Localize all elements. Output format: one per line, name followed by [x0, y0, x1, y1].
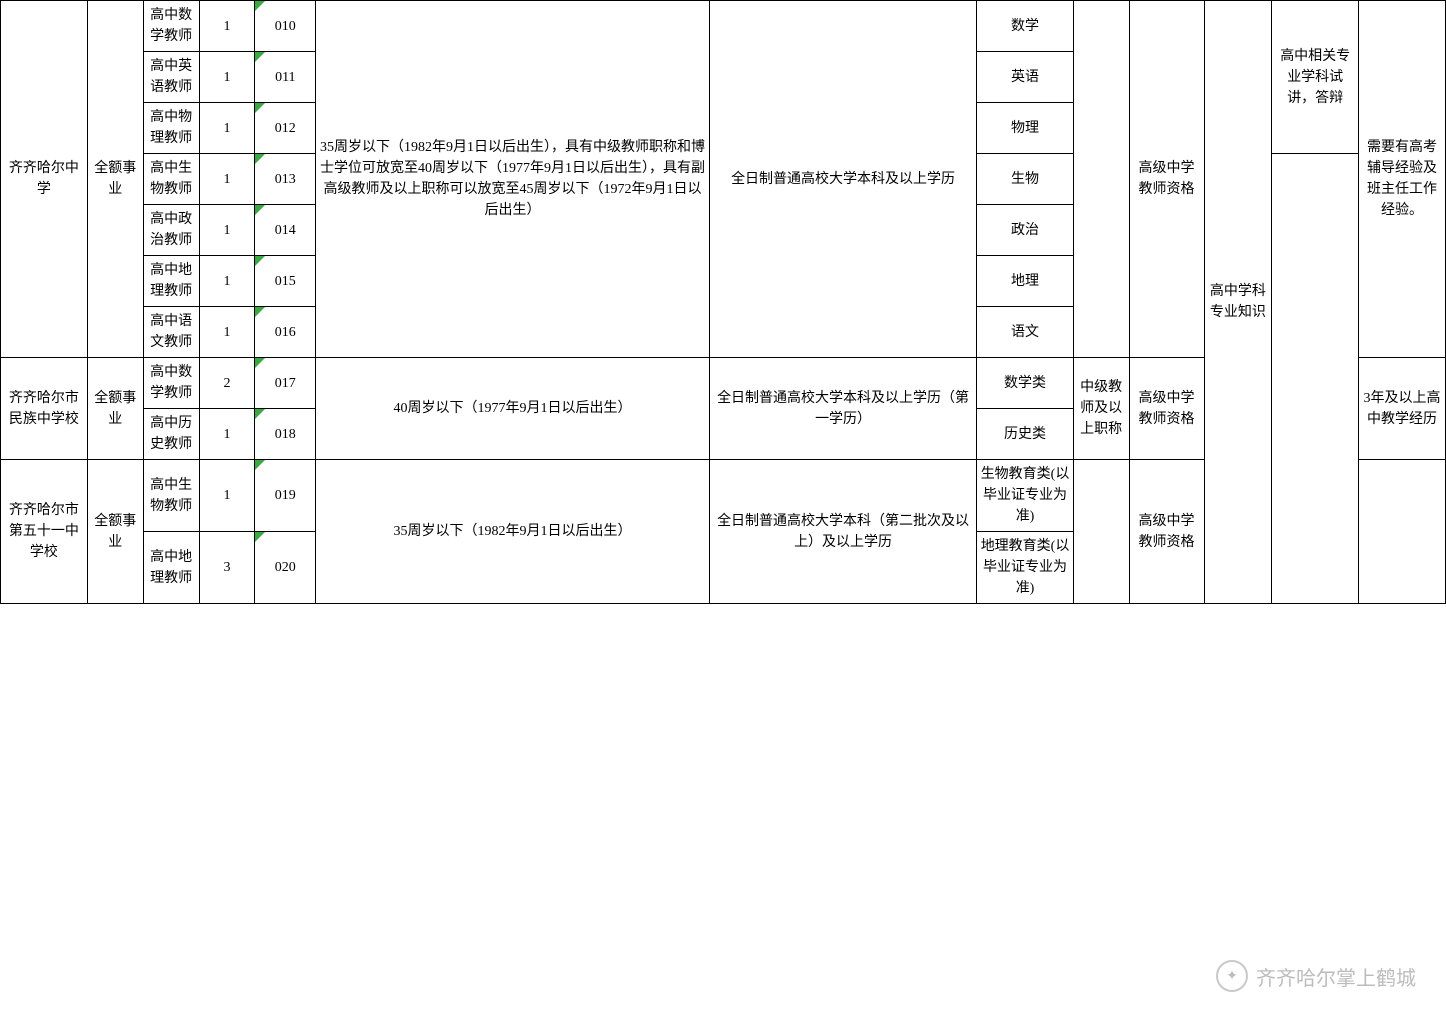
cell-major: 生物教育类(以毕业证专业为准)	[977, 460, 1073, 532]
cell-code: 018	[255, 409, 316, 460]
cell-code: 011	[255, 52, 316, 103]
cell-position: 高中地理教师	[143, 532, 199, 604]
cell-age-req: 40周岁以下（1977年9月1日以后出生）	[316, 358, 710, 460]
cell-position: 高中英语教师	[143, 52, 199, 103]
cell-major: 数学	[977, 1, 1073, 52]
cell-count: 1	[199, 154, 255, 205]
cell-school: 齐齐哈尔市民族中学校	[1, 358, 88, 460]
cell-code: 019	[255, 460, 316, 532]
cell-code: 013	[255, 154, 316, 205]
cell-code: 014	[255, 205, 316, 256]
cell-position: 高中政治教师	[143, 205, 199, 256]
cell-age-req: 35周岁以下（1982年9月1日以后出生），具有中级教师职称和博士学位可放宽至4…	[316, 1, 710, 358]
cell-count: 1	[199, 52, 255, 103]
cell-major: 政治	[977, 205, 1073, 256]
cell-school: 齐齐哈尔中学	[1, 1, 88, 358]
cell-code: 012	[255, 103, 316, 154]
cell-note: 3年及以上高中教学经历	[1359, 358, 1446, 460]
cell-count: 1	[199, 409, 255, 460]
cell-school: 齐齐哈尔市第五十一中学校	[1, 460, 88, 604]
cell-funding: 全额事业	[87, 460, 143, 604]
cell-code: 015	[255, 256, 316, 307]
cell-cert-req: 高级中学教师资格	[1129, 460, 1204, 604]
cell-count: 2	[199, 358, 255, 409]
cell-interview: 高中相关专业学科试讲，答辩	[1272, 1, 1359, 154]
cell-edu-req: 全日制普通高校大学本科（第二批次及以上）及以上学历	[709, 460, 977, 604]
cell-code: 017	[255, 358, 316, 409]
cell-count: 1	[199, 307, 255, 358]
cell-position: 高中生物教师	[143, 460, 199, 532]
cell-cert-req: 高级中学教师资格	[1129, 1, 1204, 358]
cell-major: 英语	[977, 52, 1073, 103]
cell-major: 历史类	[977, 409, 1073, 460]
cell-major: 语文	[977, 307, 1073, 358]
cell-edu-req: 全日制普通高校大学本科及以上学历	[709, 1, 977, 358]
cell-funding: 全额事业	[87, 1, 143, 358]
wechat-icon: ✦	[1216, 960, 1248, 992]
watermark: ✦ 齐齐哈尔掌上鹤城	[1216, 960, 1416, 992]
cell-code: 010	[255, 1, 316, 52]
cell-count: 1	[199, 460, 255, 532]
cell-position: 高中语文教师	[143, 307, 199, 358]
cell-count: 1	[199, 103, 255, 154]
cell-exam: 高中学科专业知识	[1204, 1, 1272, 604]
cell-title-req	[1073, 460, 1129, 604]
cell-funding: 全额事业	[87, 358, 143, 460]
cell-position: 高中历史教师	[143, 409, 199, 460]
cell-major: 物理	[977, 103, 1073, 154]
cell-count: 1	[199, 205, 255, 256]
watermark-text: 齐齐哈尔掌上鹤城	[1256, 962, 1416, 991]
cell-title-req	[1073, 1, 1129, 358]
cell-title-req: 中级教师及以上职称	[1073, 358, 1129, 460]
cell-count: 1	[199, 1, 255, 52]
cell-note	[1359, 460, 1446, 604]
cell-count: 1	[199, 256, 255, 307]
cell-major: 生物	[977, 154, 1073, 205]
cell-age-req: 35周岁以下（1982年9月1日以后出生）	[316, 460, 710, 604]
cell-major: 地理教育类(以毕业证专业为准)	[977, 532, 1073, 604]
cell-code: 016	[255, 307, 316, 358]
cell-count: 3	[199, 532, 255, 604]
cell-position: 高中地理教师	[143, 256, 199, 307]
cell-edu-req: 全日制普通高校大学本科及以上学历（第一学历）	[709, 358, 977, 460]
cell-interview-empty	[1272, 154, 1359, 604]
cell-code: 020	[255, 532, 316, 604]
recruitment-table: 齐齐哈尔中学 全额事业 高中数学教师 1 010 35周岁以下（1982年9月1…	[0, 0, 1446, 604]
cell-position: 高中数学教师	[143, 1, 199, 52]
cell-major: 地理	[977, 256, 1073, 307]
cell-position: 高中数学教师	[143, 358, 199, 409]
cell-major: 数学类	[977, 358, 1073, 409]
cell-note: 需要有高考辅导经验及班主任工作经验。	[1359, 1, 1446, 358]
cell-cert-req: 高级中学教师资格	[1129, 358, 1204, 460]
cell-position: 高中生物教师	[143, 154, 199, 205]
cell-position: 高中物理教师	[143, 103, 199, 154]
